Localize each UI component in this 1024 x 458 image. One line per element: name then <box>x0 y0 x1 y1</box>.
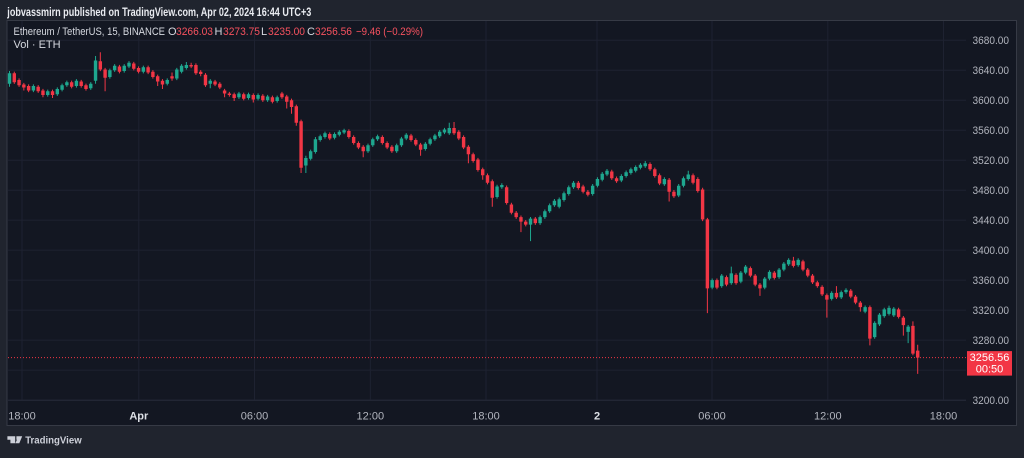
svg-text:12:00: 12:00 <box>814 411 842 423</box>
svg-text:jobvassmirn published on Tradi: jobvassmirn published on TradingView.com… <box>7 5 312 19</box>
svg-text:3256.56: 3256.56 <box>315 26 352 38</box>
svg-text:18:00: 18:00 <box>8 411 36 423</box>
svg-text:3520.00: 3520.00 <box>973 155 1010 167</box>
svg-text:Ethereum / TetherUS, 15, BINAN: Ethereum / TetherUS, 15, BINANCE <box>14 26 166 38</box>
svg-text:3235.00: 3235.00 <box>268 26 305 38</box>
svg-text:Apr: Apr <box>129 411 149 423</box>
svg-text:3273.75: 3273.75 <box>223 26 260 38</box>
svg-text:3480.00: 3480.00 <box>973 185 1010 197</box>
svg-text:O: O <box>168 26 177 38</box>
svg-text:18:00: 18:00 <box>930 411 958 423</box>
svg-text:3360.00: 3360.00 <box>973 275 1010 287</box>
svg-text:H: H <box>215 26 223 38</box>
svg-text:18:00: 18:00 <box>472 411 500 423</box>
svg-text:3266.03: 3266.03 <box>176 26 213 38</box>
svg-text:L: L <box>261 26 267 38</box>
svg-text:12:00: 12:00 <box>357 411 385 423</box>
svg-text:06:00: 06:00 <box>698 411 726 423</box>
svg-text:3256.56: 3256.56 <box>970 352 1010 364</box>
svg-text:3200.00: 3200.00 <box>973 395 1010 407</box>
svg-text:TradingView: TradingView <box>25 434 82 446</box>
svg-text:3280.00: 3280.00 <box>973 335 1010 347</box>
svg-text:3640.00: 3640.00 <box>973 65 1010 77</box>
svg-text:3600.00: 3600.00 <box>973 95 1010 107</box>
svg-text:3440.00: 3440.00 <box>973 215 1010 227</box>
svg-text:2: 2 <box>594 411 600 423</box>
svg-text:06:00: 06:00 <box>241 411 269 423</box>
svg-text:C: C <box>307 26 315 38</box>
svg-text:3320.00: 3320.00 <box>973 305 1010 317</box>
svg-text:00:50: 00:50 <box>976 363 1004 375</box>
svg-text:−9.46 (−0.29%): −9.46 (−0.29%) <box>356 26 423 38</box>
svg-text:3560.00: 3560.00 <box>973 125 1010 137</box>
svg-text:3680.00: 3680.00 <box>973 35 1010 47</box>
svg-text:Vol · ETH: Vol · ETH <box>14 39 61 51</box>
svg-text:3400.00: 3400.00 <box>973 245 1010 257</box>
